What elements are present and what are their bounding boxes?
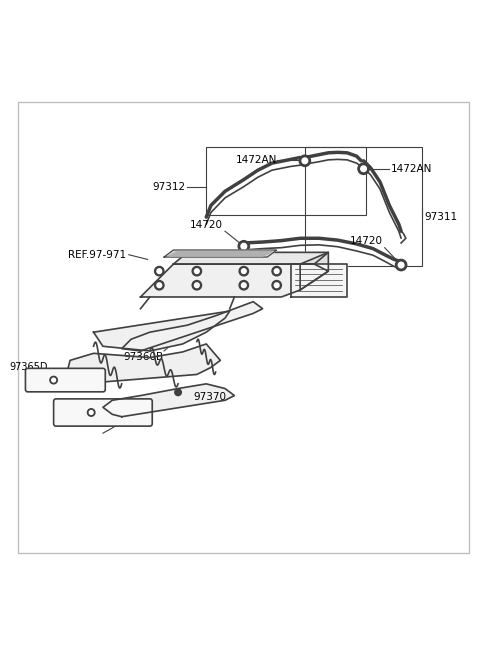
Text: 97366: 97366: [88, 417, 121, 426]
Text: 97312: 97312: [152, 181, 185, 192]
Text: 97365D: 97365D: [10, 362, 48, 371]
Circle shape: [238, 240, 250, 252]
Polygon shape: [164, 250, 276, 257]
Circle shape: [272, 267, 281, 276]
Polygon shape: [103, 384, 234, 417]
Circle shape: [192, 267, 202, 276]
Circle shape: [155, 280, 164, 290]
FancyBboxPatch shape: [25, 368, 105, 392]
Text: 1472AN: 1472AN: [236, 155, 277, 165]
Text: 97370: 97370: [193, 392, 226, 402]
Polygon shape: [173, 252, 328, 264]
Circle shape: [89, 411, 93, 415]
Circle shape: [175, 389, 181, 396]
Circle shape: [241, 283, 246, 288]
Text: 97311: 97311: [425, 212, 458, 222]
Circle shape: [241, 269, 246, 274]
Circle shape: [396, 259, 407, 271]
Polygon shape: [300, 252, 328, 290]
Circle shape: [358, 163, 369, 174]
Polygon shape: [122, 302, 263, 351]
Circle shape: [157, 269, 162, 274]
Circle shape: [299, 155, 311, 166]
Text: REF.97-971: REF.97-971: [68, 250, 126, 260]
Text: 14720: 14720: [190, 220, 223, 230]
Polygon shape: [65, 344, 220, 384]
Circle shape: [241, 244, 247, 249]
Circle shape: [157, 283, 162, 288]
Text: 1472AN: 1472AN: [390, 164, 432, 174]
Circle shape: [239, 280, 249, 290]
Circle shape: [155, 267, 164, 276]
Circle shape: [275, 269, 279, 274]
Circle shape: [192, 280, 202, 290]
Polygon shape: [141, 264, 328, 297]
Circle shape: [398, 262, 404, 268]
Circle shape: [194, 269, 199, 274]
Circle shape: [361, 166, 366, 172]
Polygon shape: [94, 311, 230, 351]
Text: 97360B: 97360B: [123, 352, 163, 362]
FancyBboxPatch shape: [54, 399, 152, 426]
Polygon shape: [168, 252, 272, 256]
Circle shape: [50, 377, 58, 384]
Polygon shape: [291, 264, 347, 297]
Circle shape: [272, 280, 281, 290]
Circle shape: [275, 283, 279, 288]
Bar: [305, 147, 422, 267]
Circle shape: [52, 378, 56, 382]
Circle shape: [302, 158, 308, 164]
Bar: [206, 147, 366, 215]
Circle shape: [194, 283, 199, 288]
Circle shape: [87, 409, 95, 417]
Text: 14720: 14720: [349, 236, 383, 246]
Circle shape: [239, 267, 249, 276]
